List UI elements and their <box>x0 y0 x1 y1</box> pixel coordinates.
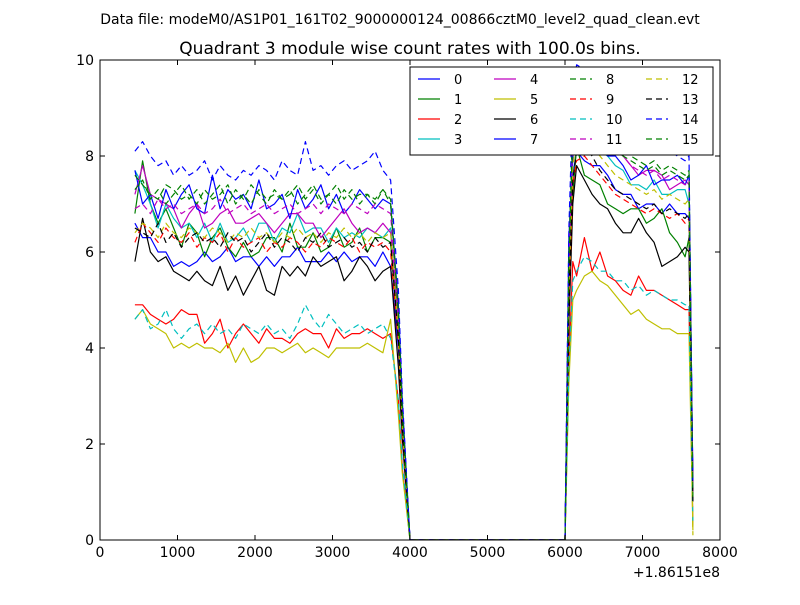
series-line-5 <box>134 270 694 540</box>
y-tick-label-4: 4 <box>85 341 94 357</box>
x-tick-label-3000: 3000 <box>315 545 351 561</box>
chart-title: Quadrant 3 module wise count rates with … <box>179 39 640 59</box>
x-tick-label-8000: 8000 <box>702 545 738 561</box>
y-tick-label-10: 10 <box>76 53 94 69</box>
axes-layer: 0 1000 2000 3000 4000 5000 6000 7000 80000246810… <box>76 53 738 581</box>
x-tick-label-1000: 1000 <box>160 545 196 561</box>
y-tick-label-0: 0 <box>85 533 94 549</box>
legend-label-3: 3 <box>454 133 462 148</box>
x-tick-label-5000: 5000 <box>470 545 506 561</box>
series-line-10 <box>134 256 694 540</box>
series-line-12 <box>134 131 694 540</box>
legend-label-13: 13 <box>682 93 699 108</box>
series-line-1 <box>134 145 694 540</box>
legend-label-7: 7 <box>530 133 538 148</box>
series-line-13 <box>134 145 694 540</box>
series-line-3 <box>134 121 694 540</box>
legend-label-6: 6 <box>530 113 538 128</box>
legend-label-8: 8 <box>606 73 614 88</box>
legend-label-12: 12 <box>682 73 699 88</box>
series-line-2 <box>134 237 694 540</box>
y-tick-label-6: 6 <box>85 245 94 261</box>
legend-label-14: 14 <box>682 113 699 128</box>
y-tick-label-2: 2 <box>85 437 94 453</box>
legend-label-0: 0 <box>454 73 462 88</box>
legend-box <box>409 66 714 156</box>
data-file-label: Data file: modeM0/AS1P01_161T02_90000001… <box>100 12 700 28</box>
legend-label-5: 5 <box>530 93 538 108</box>
series-line-0 <box>134 150 694 540</box>
y-tick-label-8: 8 <box>85 149 94 165</box>
legend-label-1: 1 <box>454 93 462 108</box>
x-tick-label-4000: 4000 <box>392 545 428 561</box>
x-tick-label-2000: 2000 <box>237 545 273 561</box>
x-tick-label-6000: 6000 <box>547 545 583 561</box>
x-tick-label-7000: 7000 <box>625 545 661 561</box>
series-line-6 <box>134 165 694 540</box>
series-line-9 <box>134 155 694 540</box>
legend-label-4: 4 <box>530 73 538 88</box>
legend-label-2: 2 <box>454 113 462 128</box>
x-offset-label: +1.86151e8 <box>633 565 720 581</box>
legend-label-15: 15 <box>682 133 699 148</box>
x-tick-label-0: 0 <box>96 545 105 561</box>
series-line-11 <box>134 107 694 540</box>
legend-label-10: 10 <box>606 113 623 128</box>
legend-label-11: 11 <box>606 133 623 148</box>
legend-label-9: 9 <box>606 93 614 108</box>
